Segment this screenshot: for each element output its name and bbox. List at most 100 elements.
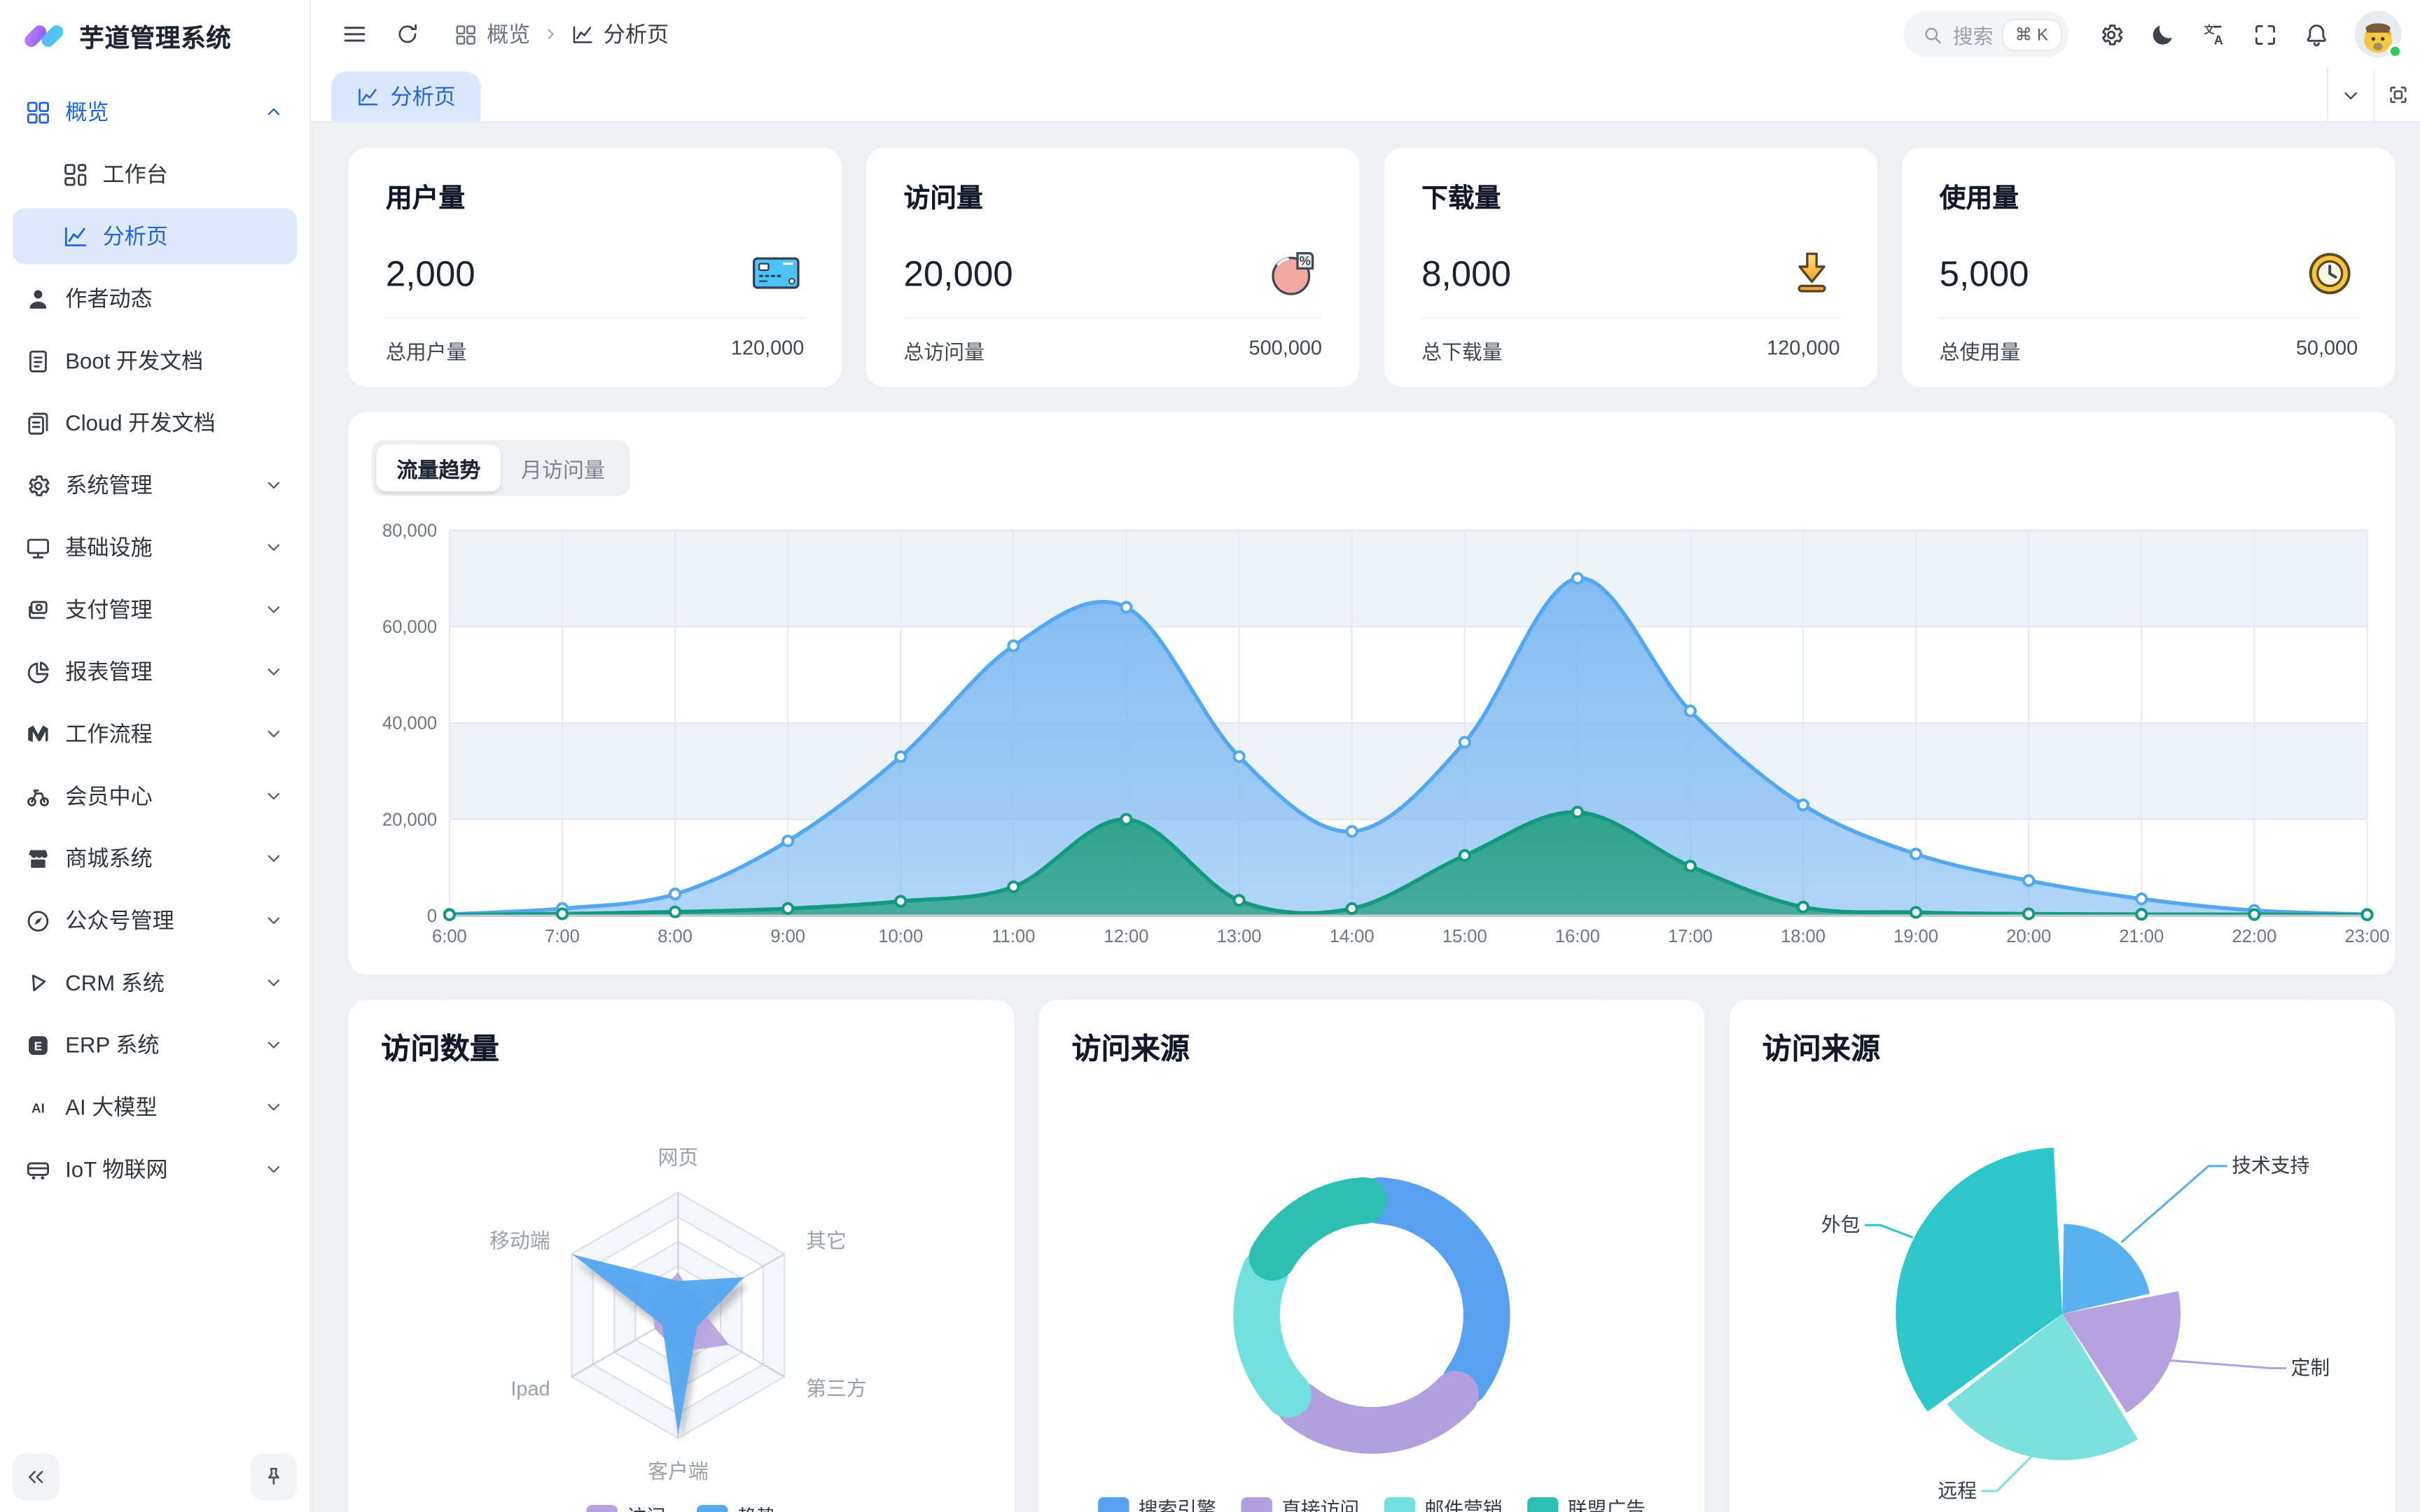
sidebar-item-2[interactable]: 分析页 xyxy=(12,208,298,265)
settings-button[interactable] xyxy=(2089,13,2132,56)
tab-analysis-page[interactable]: 分析页 xyxy=(331,71,481,122)
svg-text:A: A xyxy=(2213,32,2223,46)
svg-text:22:00: 22:00 xyxy=(2232,927,2276,946)
traffic-segment-0[interactable]: 流量趋势 xyxy=(376,444,501,491)
svg-text:20,000: 20,000 xyxy=(382,810,437,830)
docs-icon xyxy=(25,410,52,436)
chevron-down-icon xyxy=(263,723,284,745)
sidebar-item-17[interactable]: IoT 物联网 xyxy=(13,1141,297,1197)
svg-text:13:00: 13:00 xyxy=(1217,927,1262,946)
sidebar-item-10[interactable]: 工作流程 xyxy=(13,706,297,762)
sidebar-menu: 概览工作台分析页 作者动态 Boot 开发文档 Cloud 开发文档系统管理基础设施支… xyxy=(0,71,310,1441)
erp-icon: E xyxy=(25,1032,52,1058)
card-title: 访问数量 xyxy=(381,1034,500,1067)
sidebar-item-14[interactable]: CRM 系统 xyxy=(13,955,297,1011)
traffic-segment-1[interactable]: 月访问量 xyxy=(521,458,606,482)
sidebar-item-7[interactable]: 基础设施 xyxy=(13,519,297,575)
card-title: 访问来源 xyxy=(1071,1034,1190,1067)
stat-card-3: 使用量 5,000 总使用量 50,000 xyxy=(1902,148,2395,388)
svg-text:网页: 网页 xyxy=(658,1147,699,1170)
stat-title: 用户量 xyxy=(385,183,466,214)
sidebar-item-9[interactable]: 报表管理 xyxy=(13,644,297,700)
svg-text:移动端: 移动端 xyxy=(489,1230,550,1252)
hamburger-menu-button[interactable] xyxy=(333,13,376,56)
sidebar-item-label: 报表管理 xyxy=(65,659,153,685)
user-avatar[interactable] xyxy=(2354,10,2403,59)
breadcrumb-separator-icon xyxy=(541,25,560,44)
stat-value: 5,000 xyxy=(1939,252,2029,293)
iot-icon xyxy=(25,1156,52,1182)
sidebar-item-16[interactable]: AI AI 大模型 xyxy=(13,1079,297,1135)
svg-text:客户端: 客户端 xyxy=(648,1461,709,1483)
sidebar-item-label: IoT 物联网 xyxy=(65,1156,168,1182)
sidebar-item-label: 会员中心 xyxy=(65,783,153,808)
breadcrumb-item-1[interactable]: 分析页 xyxy=(571,19,669,50)
legend-item-直接访问[interactable]: 直接访问 xyxy=(1241,1492,1359,1512)
sidebar-item-label: 工作台 xyxy=(102,161,168,187)
breadcrumb-item-0[interactable]: 概览 xyxy=(454,19,530,50)
workbench-icon xyxy=(62,161,89,188)
sidebar-item-label: 系统管理 xyxy=(65,472,153,498)
fullscreen-button[interactable] xyxy=(2243,13,2286,56)
sidebar: 芋道管理系统 概览工作台分析页 作者动态 Boot 开发文档 Cloud 开发文档系统… xyxy=(0,0,312,1512)
sidebar-item-4[interactable]: Boot 开发文档 xyxy=(13,332,297,388)
bell-icon xyxy=(2302,21,2329,48)
legend-item-访问[interactable]: 访问 xyxy=(586,1500,666,1512)
search-input[interactable]: 搜索 ⌘ K xyxy=(1903,10,2069,58)
legend-swatch xyxy=(1241,1497,1272,1512)
chevron-down-icon xyxy=(263,785,284,807)
expand-content-icon xyxy=(2385,83,2410,108)
sidebar-item-6[interactable]: 系统管理 xyxy=(13,457,297,513)
sidebar-item-8[interactable]: 支付管理 xyxy=(13,582,297,638)
refresh-button[interactable] xyxy=(386,13,429,56)
bell-button[interactable] xyxy=(2294,13,2337,56)
page-content: 用户量 2,000 总用户量 120,000 访问量 20,000% 总访问量 500,000… xyxy=(311,122,2420,1512)
svg-text:其它: 其它 xyxy=(806,1230,847,1252)
moon-button[interactable] xyxy=(2140,13,2183,56)
refresh-icon xyxy=(395,22,420,47)
sidebar-item-label: 工作流程 xyxy=(65,721,153,747)
hamburger-icon xyxy=(340,20,368,48)
traffic-trend-card: 流量趋势 月访问量 0 20,000 40,000 60,000 80,000 6:00 7:… xyxy=(348,412,2395,975)
svg-text:0: 0 xyxy=(427,906,437,926)
sidebar-item-11[interactable]: 会员中心 xyxy=(13,768,297,824)
legend-item-邮件营销[interactable]: 邮件营销 xyxy=(1384,1492,1503,1512)
sidebar-item-5[interactable]: Cloud 开发文档 xyxy=(13,395,297,451)
sidebar-item-3[interactable]: 作者动态 xyxy=(13,270,297,326)
stat-total-value: 120,000 xyxy=(730,335,805,360)
legend-label: 直接访问 xyxy=(1281,1499,1360,1512)
svg-text:12:00: 12:00 xyxy=(1104,927,1149,946)
app-logo[interactable]: 芋道管理系统 xyxy=(0,0,310,71)
sidebar-item-15[interactable]: E ERP 系统 xyxy=(13,1017,297,1073)
stat-total-value: 500,000 xyxy=(1249,335,1322,360)
sidebar-collapse-button[interactable] xyxy=(12,1452,60,1500)
chevron-down-icon xyxy=(263,972,284,993)
sidebar-pin-button[interactable] xyxy=(250,1452,298,1500)
chevron-down-icon xyxy=(2339,83,2363,106)
store-icon xyxy=(25,845,52,872)
legend-label: 访问 xyxy=(627,1500,666,1512)
tab-label: 分析页 xyxy=(390,83,456,109)
legend-item-趋势[interactable]: 趋势 xyxy=(697,1500,776,1512)
legend-item-联盟广告[interactable]: 联盟广告 xyxy=(1527,1492,1646,1512)
sidebar-item-12[interactable]: 商城系统 xyxy=(13,830,297,886)
donut-card: 访问来源搜索引擎 直接访问 邮件营销 联盟广告 xyxy=(1038,1000,1705,1512)
fullscreen-icon xyxy=(2251,21,2278,48)
moon-icon xyxy=(2148,21,2175,48)
content-fullscreen-button[interactable] xyxy=(2373,68,2420,122)
sidebar-item-13[interactable]: 公众号管理 xyxy=(13,892,297,948)
search-placeholder: 搜索 xyxy=(1952,24,1994,48)
sidebar-item-1[interactable]: 工作台 xyxy=(13,146,297,202)
legend-item-搜索引擎[interactable]: 搜索引擎 xyxy=(1098,1492,1216,1512)
stat-clock-icon xyxy=(2302,246,2358,302)
chart-icon xyxy=(62,223,89,250)
sidebar-item-0[interactable]: 概览 xyxy=(13,84,297,140)
tab-options-chevron[interactable] xyxy=(2326,68,2374,122)
sidebar-item-label: AI 大模型 xyxy=(65,1094,158,1120)
stat-pie-icon: % xyxy=(1266,246,1322,302)
sidebar-item-label: ERP 系统 xyxy=(65,1032,160,1058)
